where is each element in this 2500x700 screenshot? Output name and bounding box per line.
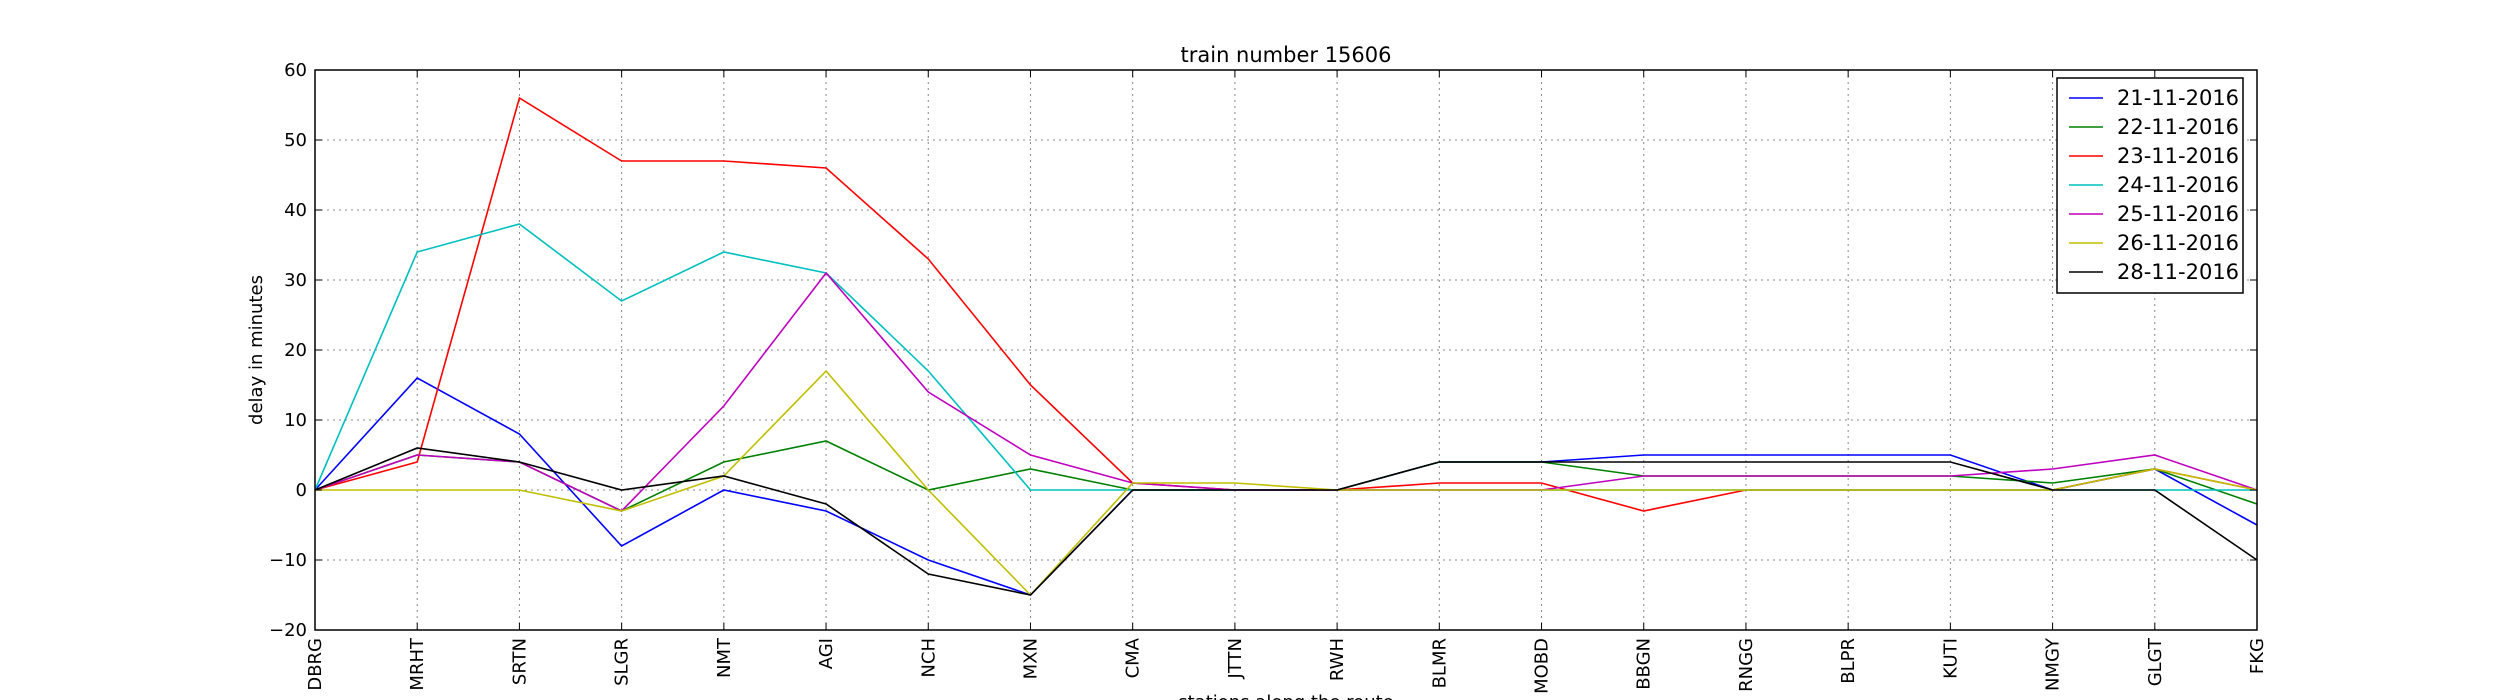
y-tick-label: 40 <box>284 200 307 221</box>
y-tick-label: 0 <box>296 480 307 501</box>
legend: 21-11-2016 22-11-2016 23-11-2016 24-11-2016… <box>2056 77 2244 294</box>
series-line <box>314 440 2258 512</box>
x-tick-label: SLGR <box>612 638 633 686</box>
x-tick-label: AGI <box>816 638 837 669</box>
grid <box>314 69 2258 631</box>
x-tick-label: NMGY <box>2043 637 2064 691</box>
chart-title: train number 15606 <box>1181 43 1392 67</box>
x-tick-label: FKG <box>2247 638 2268 674</box>
series-line <box>314 223 2257 491</box>
x-axis-label: stations along the route <box>1178 692 1393 700</box>
x-tick-label: MRHT <box>407 637 428 691</box>
y-axis-ticks: −20 −10 0 10 20 30 40 50 60 <box>269 60 2257 641</box>
legend-label: 24-11-2016 <box>2117 173 2239 197</box>
y-axis-label: delay in minutes <box>246 275 267 425</box>
legend-label: 23-11-2016 <box>2117 144 2239 168</box>
x-tick-label: BLMR <box>1429 638 1450 688</box>
y-tick-label: −20 <box>269 620 307 641</box>
x-tick-label: CMA <box>1123 637 1144 678</box>
x-tick-label: GLGT <box>2145 637 2166 686</box>
y-tick-label: 60 <box>284 60 307 81</box>
series-line <box>314 96 2258 512</box>
x-tick-label: NCH <box>918 638 939 678</box>
x-tick-label: NMT <box>714 637 735 678</box>
x-tick-label: DBRG <box>305 638 326 691</box>
legend-label: 28-11-2016 <box>2117 260 2239 284</box>
y-tick-label: 20 <box>284 340 307 361</box>
legend-label: 22-11-2016 <box>2117 115 2239 139</box>
series-lines <box>314 96 2258 597</box>
y-tick-label: −10 <box>269 550 307 571</box>
x-tick-label: RWH <box>1327 638 1348 681</box>
x-tick-label: BBGN <box>1634 638 1655 690</box>
legend-label: 21-11-2016 <box>2117 86 2239 110</box>
x-axis-ticks: DBRG MRHT SRTN SLGR NMT AGI NCH MXN CMA JTTN RWH BL… <box>305 70 2268 694</box>
x-tick-label: JTTN <box>1225 638 1246 679</box>
y-tick-label: 50 <box>284 130 307 151</box>
legend-label: 25-11-2016 <box>2117 202 2239 226</box>
x-tick-label: KUTI <box>1940 638 1961 679</box>
x-tick-label: RNGG <box>1736 638 1757 692</box>
y-tick-label: 30 <box>284 270 307 291</box>
x-tick-label: BLPR <box>1838 638 1859 684</box>
x-tick-label: MXN <box>1020 638 1041 679</box>
series-line <box>314 271 2258 512</box>
series-line <box>314 447 2258 596</box>
x-tick-label: SRTN <box>509 638 530 685</box>
series-line <box>315 369 2258 597</box>
legend-label: 26-11-2016 <box>2117 231 2239 255</box>
x-tick-label: MOBD <box>1532 638 1553 694</box>
y-tick-label: 10 <box>284 410 307 431</box>
